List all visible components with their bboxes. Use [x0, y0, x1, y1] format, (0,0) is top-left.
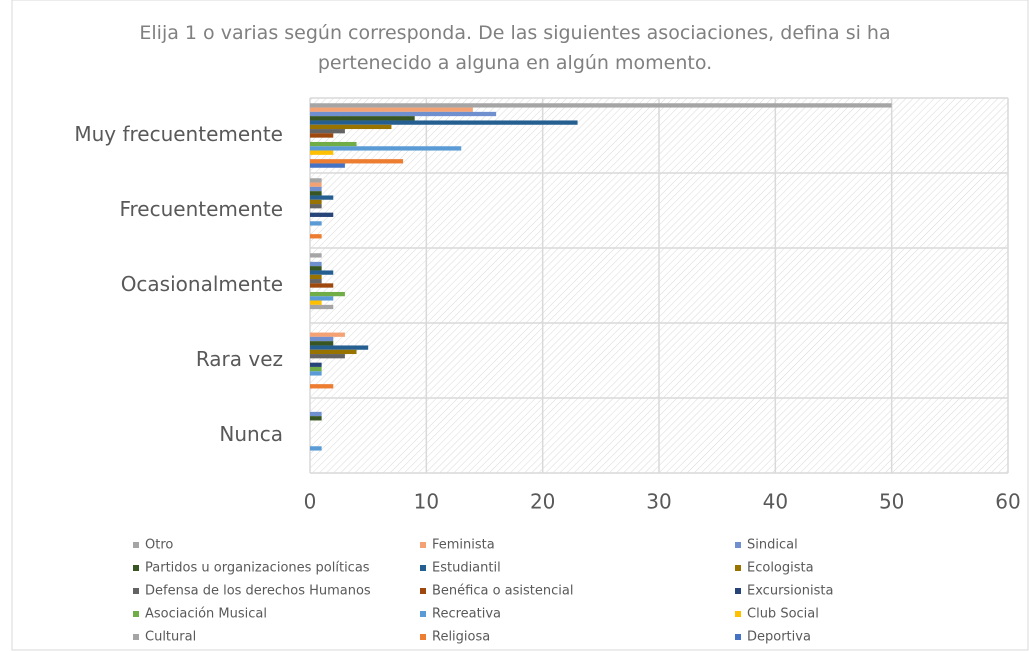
bar: [310, 204, 322, 209]
x-tick-label: 40: [763, 490, 788, 514]
bar: [310, 336, 334, 342]
bar: [310, 446, 322, 451]
legend-label: Cultural: [145, 630, 196, 645]
legend-label: Partidos u organizaciones políticas: [145, 561, 370, 576]
legend-swatch: [735, 565, 741, 571]
bar: [310, 366, 322, 372]
y-tick-label: Nunca: [219, 422, 283, 446]
legend-swatch: [420, 542, 426, 548]
bar: [310, 111, 497, 117]
bar: [310, 296, 334, 301]
x-tick-label: 60: [995, 490, 1020, 514]
bar: [310, 283, 334, 288]
bar: [310, 274, 322, 280]
bar: [310, 107, 473, 112]
bar: [310, 341, 334, 346]
legend-label: Sindical: [747, 538, 798, 553]
legend-label: Recreativa: [432, 607, 501, 622]
legend-label: Estudiantil: [432, 561, 501, 576]
legend-label: Club Social: [747, 607, 819, 622]
bar: [310, 182, 322, 187]
legend-label: Excursionista: [747, 584, 833, 599]
bar: [310, 133, 334, 138]
bar: [310, 103, 892, 108]
legend-swatch: [735, 611, 741, 617]
x-tick-label: 50: [879, 490, 904, 514]
y-tick-label: Ocasionalmente: [121, 272, 283, 296]
bar: [310, 300, 322, 305]
chart-border: [11, 0, 1029, 651]
bar: [310, 195, 334, 200]
legend-swatch: [133, 542, 139, 548]
legend-label: Deportiva: [747, 630, 811, 645]
x-tick-label: 30: [646, 490, 671, 514]
bar: [310, 116, 415, 121]
legend-swatch: [133, 588, 139, 594]
bar: [310, 384, 334, 389]
bar: [310, 129, 345, 134]
y-tick-label: Rara vez: [196, 347, 283, 371]
legend-swatch: [420, 611, 426, 617]
bar: [310, 349, 357, 355]
legend-label: Asociación Musical: [145, 607, 267, 622]
bar: [310, 253, 322, 258]
x-tick-label: 0: [304, 490, 317, 514]
legend-swatch: [133, 565, 139, 571]
legend-swatch: [735, 588, 741, 594]
bar: [310, 354, 345, 359]
legend-swatch: [133, 611, 139, 617]
bar: [310, 141, 357, 147]
legend-label: Defensa de los derechos Humanos: [145, 584, 371, 599]
bar: [310, 221, 322, 226]
bar: [310, 150, 334, 155]
bar: [310, 212, 334, 217]
legend-label: Religiosa: [432, 630, 490, 645]
legend-swatch: [420, 565, 426, 571]
legend-label: Feminista: [432, 538, 495, 553]
bar: [310, 362, 322, 367]
bar: [310, 371, 322, 376]
legend-swatch: [735, 542, 741, 548]
x-tick-label: 20: [530, 490, 555, 514]
legend-swatch: [420, 588, 426, 594]
legend-swatch: [735, 634, 741, 640]
bar: [310, 199, 322, 205]
bar: [310, 332, 345, 337]
bar: [310, 234, 322, 239]
chart-title: Elija 1 o varias según corresponda. De l…: [139, 22, 891, 74]
bar: [310, 345, 369, 350]
bar: [310, 163, 345, 168]
bar: [310, 120, 578, 125]
bar: [310, 186, 322, 192]
y-tick-label: Frecuentemente: [119, 197, 283, 221]
bar: [310, 124, 392, 130]
legend-swatch: [420, 634, 426, 640]
bar: [310, 191, 322, 196]
bar: [310, 416, 322, 421]
bar: [310, 266, 322, 271]
bar: [310, 146, 462, 151]
bar: [310, 279, 322, 284]
bar: [310, 178, 322, 183]
legend-label: Benéfica o asistencial: [432, 584, 573, 599]
y-tick-label: Muy frecuentemente: [74, 122, 283, 146]
legend-swatch: [133, 634, 139, 640]
bar: [310, 159, 404, 164]
bar: [310, 291, 345, 297]
x-tick-label: 10: [414, 490, 439, 514]
legend-label: Otro: [145, 538, 173, 553]
bar: [310, 304, 334, 310]
bar: [310, 270, 334, 275]
bar: [310, 411, 322, 417]
legend-label: Ecologista: [747, 561, 814, 576]
bar: [310, 261, 322, 267]
